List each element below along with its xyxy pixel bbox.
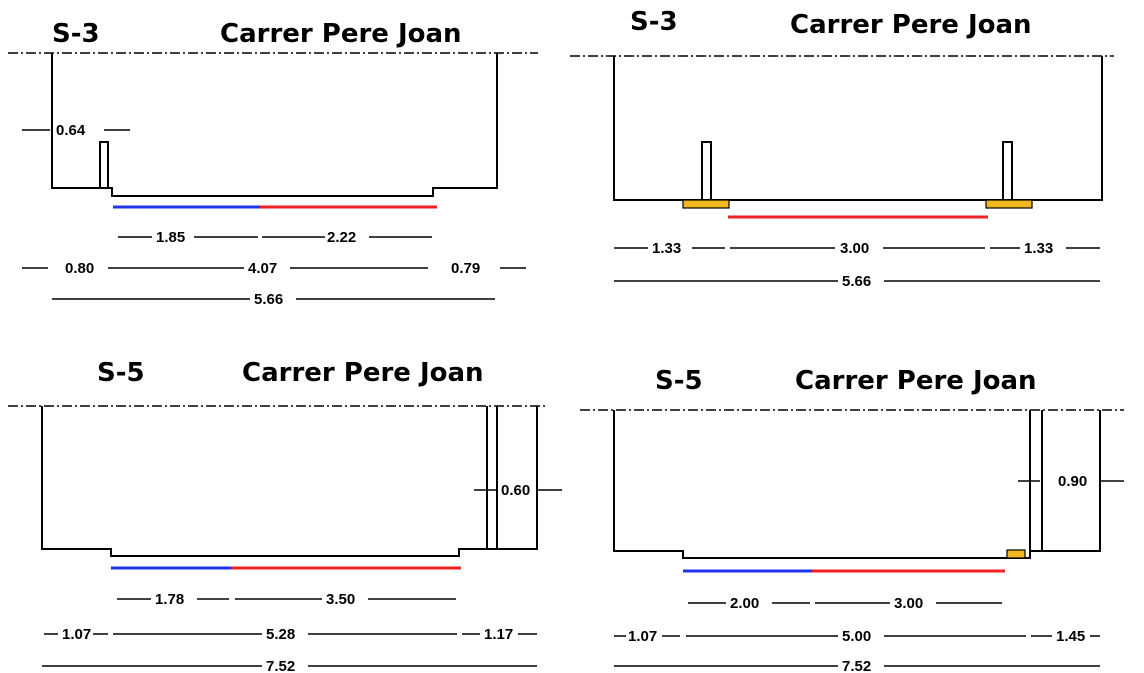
street-name: Carrer Pere Joan [790,10,1032,40]
street-name: Carrer Pere Joan [242,358,484,388]
total-width-label: 7.52 [266,658,295,673]
curb-block [985,199,1033,209]
lane-width-label: 3.50 [326,591,355,608]
lane-width-label: 3.00 [894,595,923,612]
roadway-width-label: 5.00 [842,628,871,645]
sidewalk-width-label: 1.17 [484,626,513,643]
street-profile [51,53,498,197]
street-name: Carrer Pere Joan [220,19,462,49]
section-id: S-5 [655,366,703,396]
total-width-label: 7.52 [842,658,871,673]
lane-width-label: 1.78 [155,591,184,608]
section-s3-left: S-3 Carrer Pere Joan 0.64 1.85 2.22 0.80… [8,19,538,308]
sidewalk-width-label: 1.33 [652,240,681,257]
curb-block [682,199,730,209]
bollard [1002,141,1013,201]
section-s5-right: S-5 Carrer Pere Joan 0.90 2.00 3.00 1.07… [580,366,1124,673]
roadway-width-label: 5.28 [266,626,295,643]
sidewalk-width-label: 1.07 [628,628,657,645]
street-name: Carrer Pere Joan [795,366,1037,396]
lane-width-label: 1.85 [156,229,185,246]
bollard [99,141,109,189]
section-id: S-3 [52,19,100,49]
street-profile [613,410,1101,559]
bollard-offset-label: 0.64 [56,122,86,139]
roadway-width-label: 4.07 [248,260,277,277]
street-profile [613,56,1103,201]
sidewalk-width-label: 1.45 [1056,628,1085,645]
sidewalk-width-label: 0.60 [501,482,530,499]
bollard [701,141,712,201]
total-width-label: 5.66 [254,291,283,308]
sidewalk-width-label: 0.90 [1058,473,1087,490]
lane-width-label: 2.22 [327,229,356,246]
sidewalk-width-label: 0.79 [451,260,480,277]
section-s3-right: S-3 Carrer Pere Joan 1.33 3.00 1.33 5.66 [570,7,1114,290]
sidewalk-width-label: 1.33 [1024,240,1053,257]
section-s5-left: S-5 Carrer Pere Joan 0.60 1.78 3.50 1.07… [8,358,562,673]
lane-width-label: 2.00 [730,595,759,612]
sidewalk-width-label: 0.80 [65,260,94,277]
curb-block [1006,549,1026,559]
street-profile [41,406,538,557]
total-width-label: 5.66 [842,273,871,290]
section-id: S-5 [97,358,145,388]
section-id: S-3 [630,7,678,37]
sidewalk-width-label: 1.07 [62,626,91,643]
roadway-width-label: 3.00 [840,240,869,257]
